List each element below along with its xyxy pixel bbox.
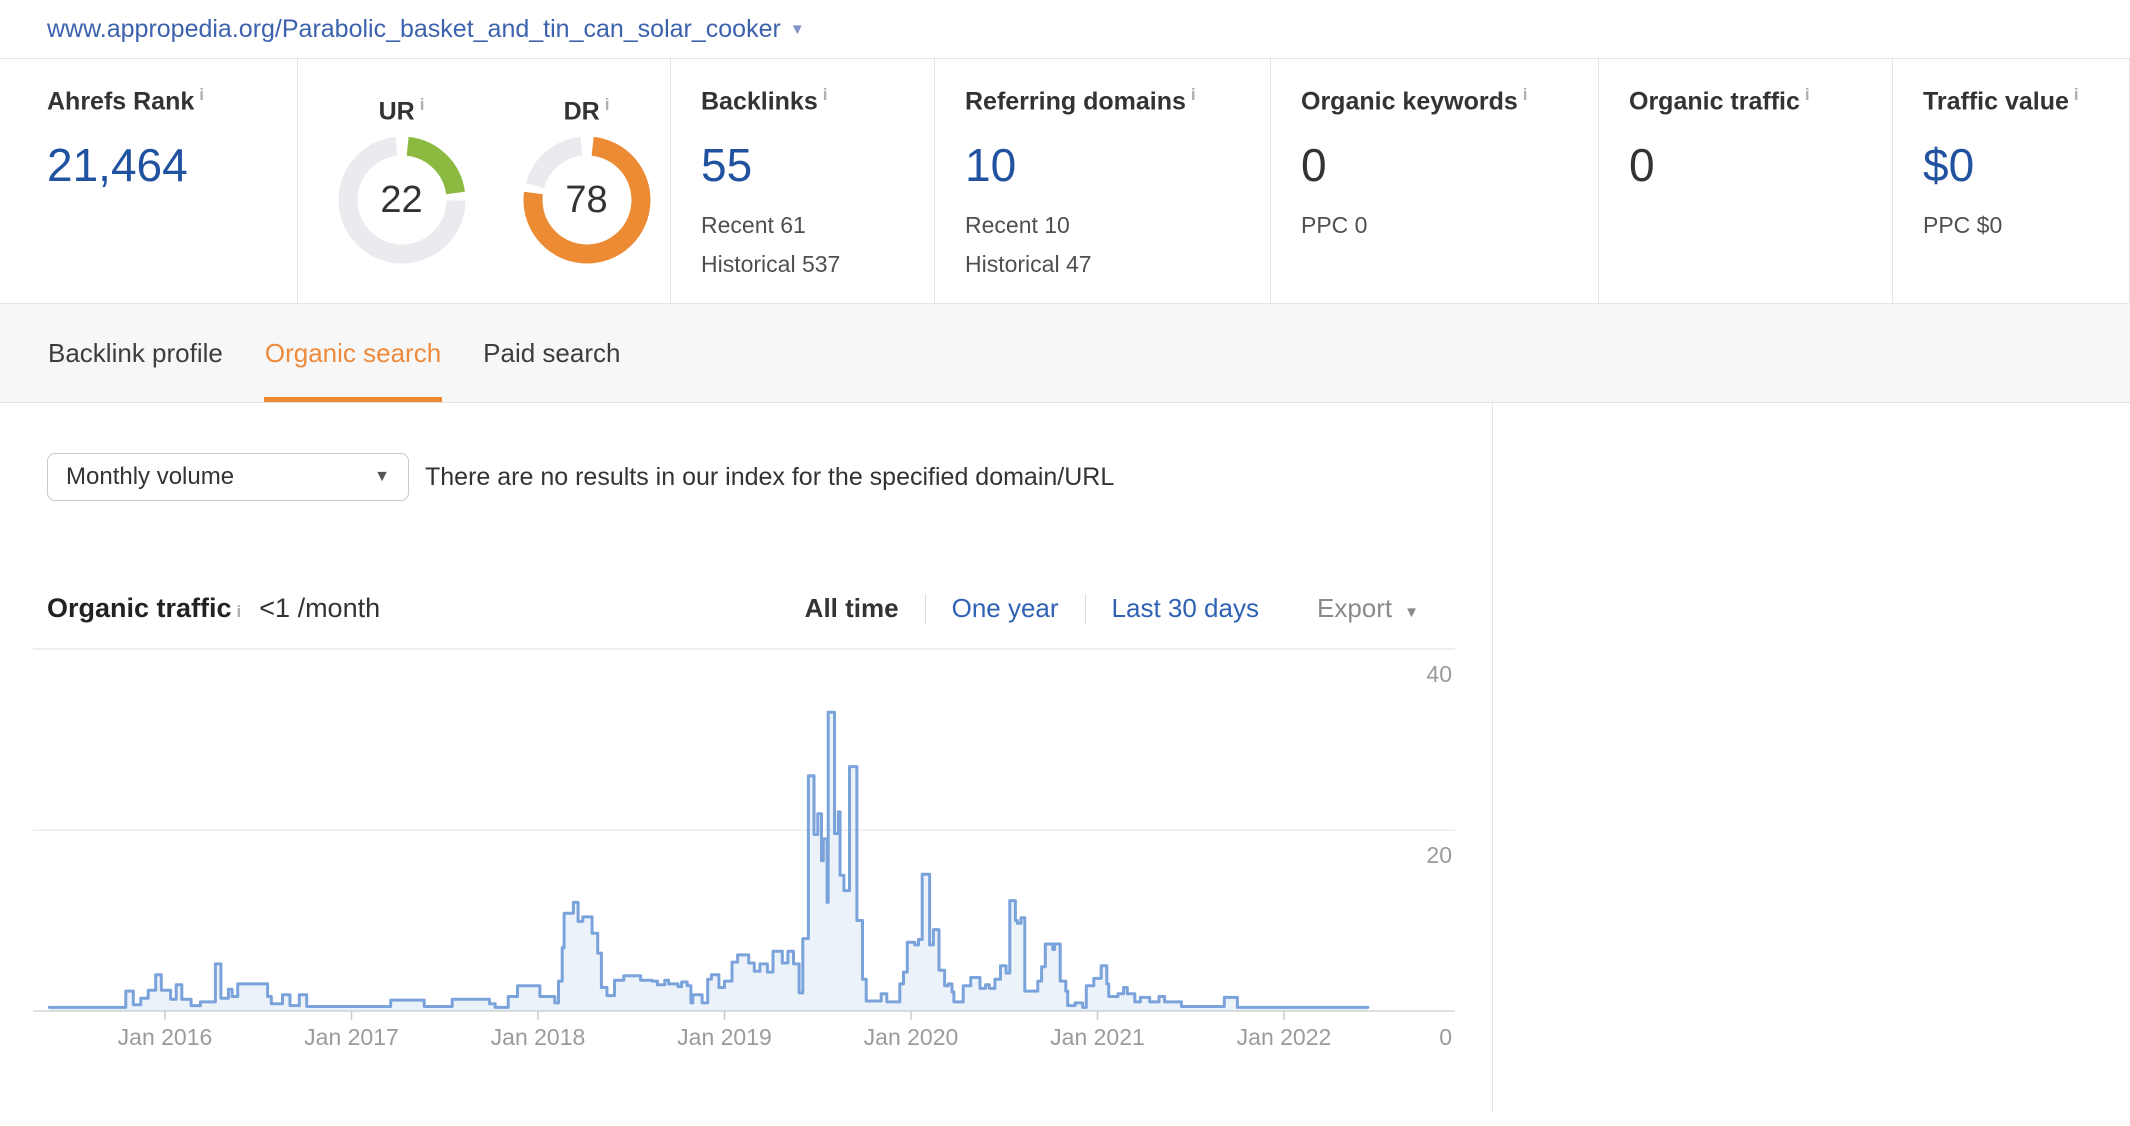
referring-domains-value[interactable]: 10 [965,139,1017,192]
stat-card-ahrefs-rank: Ahrefs Rank i 21,464 [0,59,298,303]
info-icon: i [2073,85,2079,104]
tab-organic-search[interactable]: Organic search [263,304,443,402]
tab-paid-search[interactable]: Paid search [483,337,621,368]
y-label-40: 40 [1426,661,1452,687]
stat-card-referring-domains: Referring domains i 10 Recent 10 Historic… [935,59,1271,303]
traffic-line [47,710,1370,1009]
x-label-2016: Jan 2016 [118,1024,213,1050]
backlinks-recent: Recent 61 [701,212,806,239]
organic-traffic-label: Organic traffic i [1629,85,1810,116]
traffic-area-fill [49,712,1368,1011]
stats-row: Ahrefs Rank i 21,464 UR i 22 DR i 78 Backli… [0,58,2130,304]
range-last-30-days[interactable]: Last 30 days [1111,593,1259,623]
info-icon: i [1804,85,1810,104]
range-separator [924,593,926,624]
x-label-2020: Jan 2020 [864,1024,959,1050]
stat-card-backlinks: Backlinks i 55 Recent 61 Historical 537 [671,59,935,303]
organic-keywords-label: Organic keywords i [1301,85,1528,116]
url-dropdown-caret-icon[interactable]: ▼ [789,20,805,38]
info-icon: i [1190,85,1196,104]
dr-donut-chart [523,137,650,264]
referring-domains-recent: Recent 10 [965,212,1070,239]
export-button[interactable]: Export ▼ [1316,593,1419,623]
referring-domains-label: Referring domains i [965,85,1196,116]
referring-domains-historical: Historical 47 [965,251,1092,278]
select-caret-icon: ▼ [374,468,390,485]
organic-traffic-value: 0 [1629,139,1655,192]
ur-value: 22 [380,178,423,221]
info-icon: i [236,602,242,621]
pane-divider [1492,403,1493,1112]
info-icon: i [1522,85,1528,104]
gauge-track [525,137,583,189]
traffic-value-value[interactable]: $0 [1923,139,1975,192]
traffic-rate: <1 /month [259,593,381,623]
organic-traffic-chart[interactable]: Jan 2016 Jan 2017 Jan 2018 Jan 2019 Jan 2020… [0,631,1492,1091]
dr-label: DR i [563,95,610,126]
active-tab-underline [263,397,443,402]
backlinks-label: Backlinks i [701,85,828,116]
traffic-value-label: Traffic value i [1923,85,2079,116]
range-one-year[interactable]: One year [951,593,1059,623]
organic-traffic-section-title: Organic traffic [47,593,232,623]
ur-label: UR i [378,95,425,126]
gauge-track [338,137,465,264]
target-url-link[interactable]: www.appropedia.org/Parabolic_basket_and_… [47,14,781,43]
info-icon: i [419,95,425,114]
x-label-2017: Jan 2017 [304,1024,399,1050]
tab-bar: Backlink profile Organic search Paid sea… [0,304,2130,403]
ur-donut-chart [338,137,465,264]
organic-search-panel: Monthly volume ▼ There are no results in… [0,403,2130,1112]
no-results-message: There are no results in our index for th… [425,462,1115,491]
y-label-0: 0 [1439,1024,1452,1050]
ur-gauge: UR i 22 [328,95,475,268]
dr-gauge: DR i 78 [513,95,660,268]
url-bar: www.appropedia.org/Parabolic_basket_and_… [0,0,2130,58]
ahrefs-rank-label: Ahrefs Rank i [47,85,204,116]
info-icon: i [822,85,828,104]
gauge-value-arc [405,137,465,196]
stat-card-traffic-value: Traffic value i $0 PPC $0 [1893,59,2130,303]
y-label-20: 20 [1426,842,1452,868]
x-label-2019: Jan 2019 [677,1024,772,1050]
dr-value: 78 [565,178,608,221]
tab-backlink-profile[interactable]: Backlink profile [48,337,223,368]
backlinks-historical: Historical 537 [701,251,841,278]
ahrefs-rank-value[interactable]: 21,464 [47,139,188,192]
backlinks-value[interactable]: 55 [701,139,753,192]
stat-card-organic-traffic: Organic traffic i 0 [1599,59,1893,303]
info-icon: i [604,95,610,114]
x-label-2022: Jan 2022 [1237,1024,1332,1050]
organic-keywords-ppc: PPC 0 [1301,212,1368,239]
volume-select[interactable]: Monthly volume ▼ [47,453,409,501]
volume-select-value: Monthly volume [66,463,235,490]
info-icon: i [199,85,204,104]
x-label-2018: Jan 2018 [491,1024,586,1050]
export-caret-icon: ▼ [1404,604,1419,621]
stat-card-organic-keywords: Organic keywords i 0 PPC 0 [1271,59,1599,303]
range-all-time[interactable]: All time [804,593,899,623]
traffic-value-ppc: PPC $0 [1923,212,2003,239]
organic-keywords-value: 0 [1301,139,1327,192]
x-label-2021: Jan 2021 [1050,1024,1145,1050]
range-separator [1084,593,1086,624]
gauge-value-arc [523,137,650,264]
stat-card-rating-gauges: UR i 22 DR i 78 [298,59,671,303]
